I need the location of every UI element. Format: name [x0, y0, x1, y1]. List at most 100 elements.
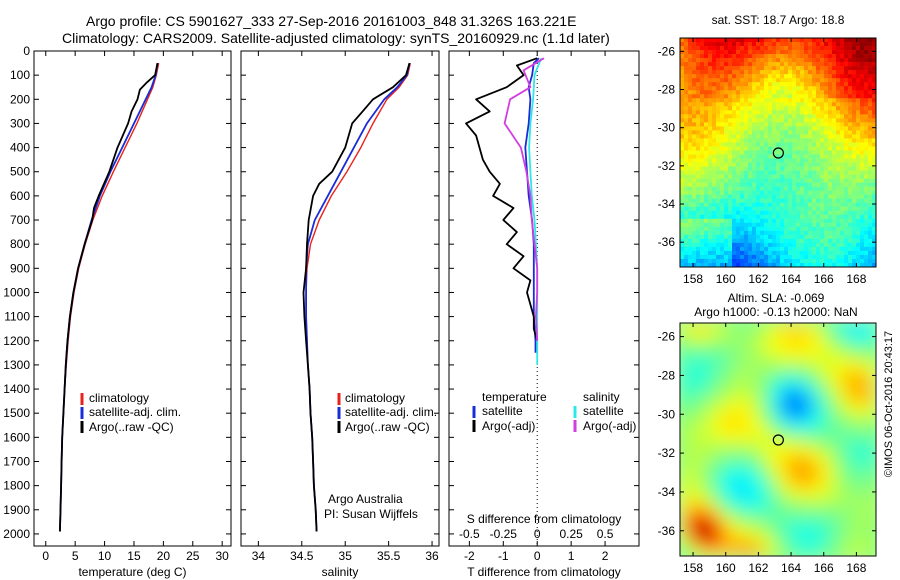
- sst-cell: [688, 186, 693, 191]
- sst-cell: [788, 146, 793, 151]
- sla-cell: [785, 534, 793, 543]
- sst-cell: [872, 166, 876, 171]
- sst-cell: [780, 250, 785, 256]
- sst-cell: [700, 186, 705, 191]
- sst-cell: [872, 138, 876, 143]
- sst-cell: [788, 206, 793, 212]
- legend-argo-label: Argo(..raw -QC): [89, 420, 174, 434]
- sst-cell: [780, 50, 785, 55]
- sla-cell: [778, 323, 786, 331]
- sst-cell: [852, 110, 857, 115]
- sst-cell: [696, 238, 701, 244]
- sst-cell: [836, 98, 841, 103]
- sst-cell: [716, 118, 721, 123]
- sla-cell: [869, 365, 876, 373]
- sst-cell: [804, 66, 809, 71]
- sla-cell: [778, 435, 786, 444]
- sst-cell: [704, 238, 709, 244]
- sst-cell: [680, 258, 685, 264]
- sst-cell: [736, 226, 741, 232]
- sst-cell: [868, 154, 873, 159]
- sst-cell: [716, 70, 721, 75]
- sst-cell: [796, 258, 801, 264]
- sst-cell: [800, 74, 805, 79]
- sst-cell: [684, 246, 689, 252]
- sst-cell: [784, 90, 789, 95]
- sst-cell: [864, 230, 869, 236]
- sst-cell: [836, 66, 841, 71]
- sst-cell: [780, 142, 785, 147]
- sst-cell: [740, 202, 745, 208]
- sst-cell: [696, 234, 701, 240]
- sst-cell: [848, 174, 853, 179]
- sla-cell: [729, 421, 737, 430]
- sst-cell: [832, 262, 837, 267]
- sla-cell: [701, 534, 709, 543]
- sst-cell: [696, 138, 701, 143]
- sst-cell: [768, 138, 773, 143]
- sst-cell: [732, 170, 737, 175]
- sst-cell: [792, 106, 797, 111]
- sst-cell: [680, 146, 685, 151]
- sst-cell: [816, 198, 821, 204]
- sst-cell: [780, 58, 785, 63]
- sst-cell: [696, 78, 701, 83]
- sst-cell: [860, 110, 865, 115]
- sst-cell: [704, 174, 709, 179]
- sla-cell: [764, 527, 772, 536]
- sst-cell: [812, 66, 817, 71]
- sst-cell: [712, 42, 717, 47]
- sst-cell: [788, 218, 793, 224]
- sst-cell: [856, 230, 861, 236]
- sst-cell: [696, 210, 701, 216]
- sst-cell: [776, 202, 781, 208]
- sst-cell: [788, 210, 793, 216]
- sst-cell: [812, 254, 817, 260]
- sst-cell: [796, 62, 801, 67]
- sla-cell: [848, 351, 856, 359]
- sla-cell: [827, 450, 835, 458]
- sst-cell: [848, 118, 853, 123]
- sla-cell: [680, 351, 688, 359]
- sla-cell: [841, 492, 849, 501]
- sst-cell: [680, 130, 685, 135]
- sla-cell: [708, 330, 716, 338]
- sla-cell: [869, 443, 876, 451]
- sst-cell: [852, 54, 857, 59]
- sst-cell: [824, 86, 829, 91]
- sst-cell: [872, 258, 876, 264]
- sst-cell: [688, 46, 693, 51]
- sst-cell: [768, 130, 773, 135]
- sla-cell: [729, 443, 737, 451]
- sst-cell: [732, 46, 737, 51]
- sst-cell: [736, 258, 741, 264]
- sst-cell: [692, 194, 697, 199]
- sst-cell: [752, 242, 757, 248]
- sla-cell: [841, 400, 849, 409]
- sla-cell: [820, 520, 828, 529]
- sst-cell: [724, 178, 729, 183]
- legend-t-argo-label: Argo(-adj): [482, 419, 535, 433]
- sst-cell: [820, 186, 825, 191]
- sst-cell: [756, 130, 761, 135]
- sst-cell: [864, 142, 869, 147]
- sst-cell: [684, 238, 689, 244]
- sst-cell: [724, 194, 729, 199]
- sla-cell: [841, 386, 849, 395]
- sst-cell: [852, 118, 857, 123]
- sla-cell: [680, 464, 688, 472]
- sst-cell: [748, 90, 753, 95]
- sst-cell: [724, 190, 729, 195]
- sst-cell: [756, 230, 761, 236]
- sst-cell: [724, 62, 729, 67]
- sst-cell: [736, 110, 741, 115]
- sst-cell: [692, 166, 697, 171]
- sst-cell: [764, 154, 769, 159]
- sla-cell: [729, 471, 737, 479]
- sst-cell: [788, 238, 793, 244]
- sla-cell: [834, 379, 842, 388]
- sst-cell: [856, 150, 861, 155]
- sst-cell: [732, 166, 737, 171]
- sst-cell: [752, 94, 757, 99]
- sst-cell: [872, 126, 876, 131]
